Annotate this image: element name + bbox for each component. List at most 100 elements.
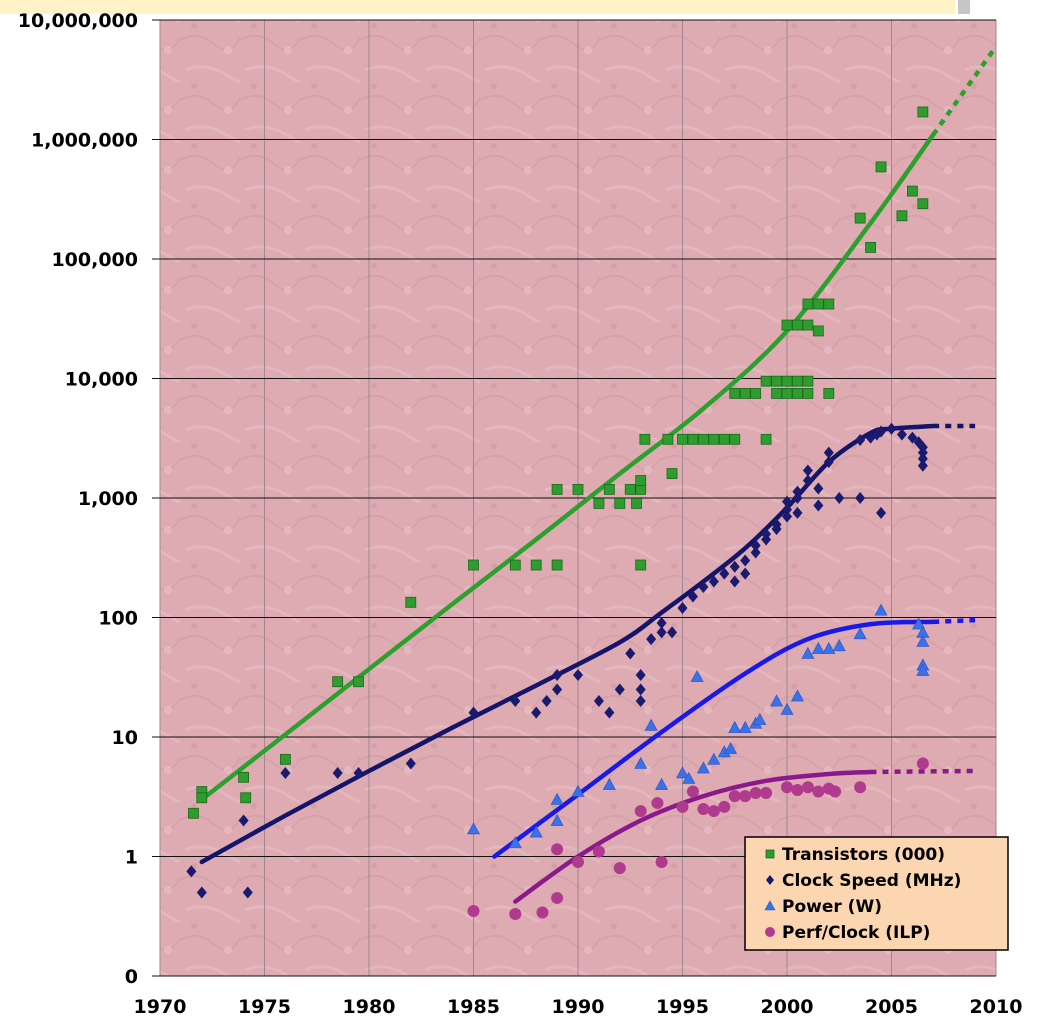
clock-speed-mhz-point — [186, 865, 197, 878]
clock-speed-mhz-point — [541, 695, 552, 708]
power-w-point — [696, 761, 710, 774]
transistors-point — [551, 484, 563, 495]
transistors-point — [802, 388, 814, 399]
transistors-point — [760, 433, 772, 445]
transistors-point — [196, 792, 208, 804]
y-tick-label: 10,000 — [65, 369, 138, 391]
transistors-point — [677, 433, 688, 445]
clock-speed-mhz-point — [876, 425, 887, 438]
clock-speed-mhz-point — [468, 706, 479, 719]
power-w-point — [602, 777, 616, 790]
clock-speed-mhz-point — [238, 814, 249, 827]
perf-clock-ilp-point — [829, 785, 842, 798]
transistors-point — [332, 676, 344, 688]
perf-clock-ilp-point — [655, 855, 668, 868]
transistors-point — [812, 325, 824, 337]
transistors-point — [593, 498, 605, 509]
power-w-point — [790, 689, 804, 702]
clock-speed-mhz-point — [531, 706, 542, 719]
clock-speed-mhz-point — [635, 695, 646, 708]
x-tick-label: 1995 — [656, 996, 709, 1018]
power-w-point — [550, 813, 564, 826]
transistors-point — [781, 319, 793, 331]
perf-clock-ilp-point — [728, 790, 741, 803]
perf-clock-ilp-point — [676, 800, 689, 813]
x-tick-label: 2005 — [865, 996, 918, 1018]
perf-clock-ilp-point — [572, 855, 584, 868]
transistors-point — [729, 433, 741, 445]
y-tick-label: 100,000 — [51, 249, 138, 271]
clock-speed-mhz-point — [782, 510, 792, 523]
transistors-point — [635, 559, 647, 571]
power-w-point — [682, 771, 696, 784]
power-w-point — [529, 825, 543, 838]
clock-speed-mhz-point — [792, 506, 803, 519]
transistors-point — [865, 242, 876, 253]
clock-speed-mhz-point — [823, 446, 834, 459]
transistors-point — [708, 433, 720, 445]
y-tick-label: 10 — [112, 727, 138, 749]
x-tick-label: 1990 — [552, 996, 605, 1018]
clock-speed-mhz-point — [876, 506, 887, 519]
transistors-point — [353, 676, 364, 688]
power-w-point — [508, 836, 522, 849]
y-tick-label: 1,000,000 — [31, 130, 138, 152]
clock-speed-mhz-point — [667, 626, 678, 639]
clock-speed-mhz-point — [573, 669, 583, 682]
clock-speed-mhz-point — [917, 446, 928, 459]
transistors-legend-label: Transistors (000) — [782, 845, 945, 865]
transistors-point — [635, 475, 647, 486]
perf-clock-ilp-point — [760, 786, 773, 799]
power-w-point — [707, 752, 721, 765]
clock-speed-mhz-point — [625, 647, 636, 660]
legend: Transistors (000) Clock Speed (MHz) Power … — [744, 836, 1009, 951]
clock-speed-mhz-point — [729, 560, 740, 573]
perf-clock-ilp-legend-marker — [765, 927, 775, 937]
clock-speed-mhz-point — [740, 554, 751, 567]
clock-speed-mhz-point — [896, 428, 907, 441]
transistors-point — [188, 807, 199, 819]
clock-speed-mhz-point — [687, 590, 698, 603]
clock-speed-mhz-point — [917, 459, 928, 472]
power-w-point — [550, 792, 564, 805]
perf-clock-ilp-point — [781, 781, 793, 794]
clock-speed-mhz-point — [719, 567, 730, 580]
transistors-point — [760, 375, 772, 387]
transistors-point — [802, 375, 814, 387]
clock-speed-mhz-point — [834, 492, 845, 504]
transistors-point — [854, 212, 866, 224]
clock-speed-mhz-point — [750, 539, 761, 552]
y-tick-label: 100 — [98, 608, 138, 630]
transistors-point — [718, 433, 730, 445]
perf-clock-ilp-point — [536, 906, 549, 919]
clock-speed-mhz-point — [635, 669, 646, 682]
transistors-point — [238, 771, 250, 783]
clock-speed-mhz-point — [761, 527, 772, 540]
perf-clock-ilp-point — [718, 800, 731, 813]
clock-speed-mhz-point — [353, 766, 364, 779]
clock-speed-mhz-point — [405, 757, 416, 770]
top-banner — [0, 0, 955, 14]
transistors-point — [509, 559, 521, 571]
transistors-point — [812, 298, 824, 310]
power-w-point — [753, 712, 767, 725]
perf-clock-ilp-point — [551, 843, 564, 856]
clock-speed-mhz-legend-marker — [766, 875, 774, 885]
power-w-trend-projection — [933, 617, 976, 625]
transistors-point — [823, 388, 835, 399]
clock-speed-mhz-point — [802, 464, 813, 477]
power-w-point — [874, 603, 888, 616]
power-w-point — [916, 634, 930, 647]
clock-speed-mhz-point — [677, 602, 688, 615]
transistors-point — [468, 559, 479, 571]
transistors-point — [530, 559, 542, 571]
clock-speed-mhz-point — [242, 886, 253, 899]
perf-clock-ilp-point — [613, 862, 626, 875]
transistors-point — [875, 161, 887, 173]
y-tick-label: 1 — [125, 847, 138, 869]
transistors-point — [917, 198, 929, 210]
transistors-point — [802, 319, 814, 331]
x-tick-label: 2000 — [761, 996, 814, 1018]
power-w-point — [832, 639, 846, 652]
